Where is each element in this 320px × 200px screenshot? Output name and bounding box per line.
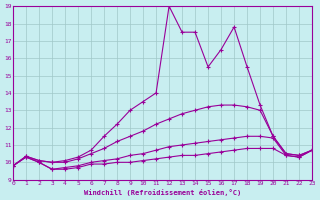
X-axis label: Windchill (Refroidissement éolien,°C): Windchill (Refroidissement éolien,°C): [84, 189, 241, 196]
